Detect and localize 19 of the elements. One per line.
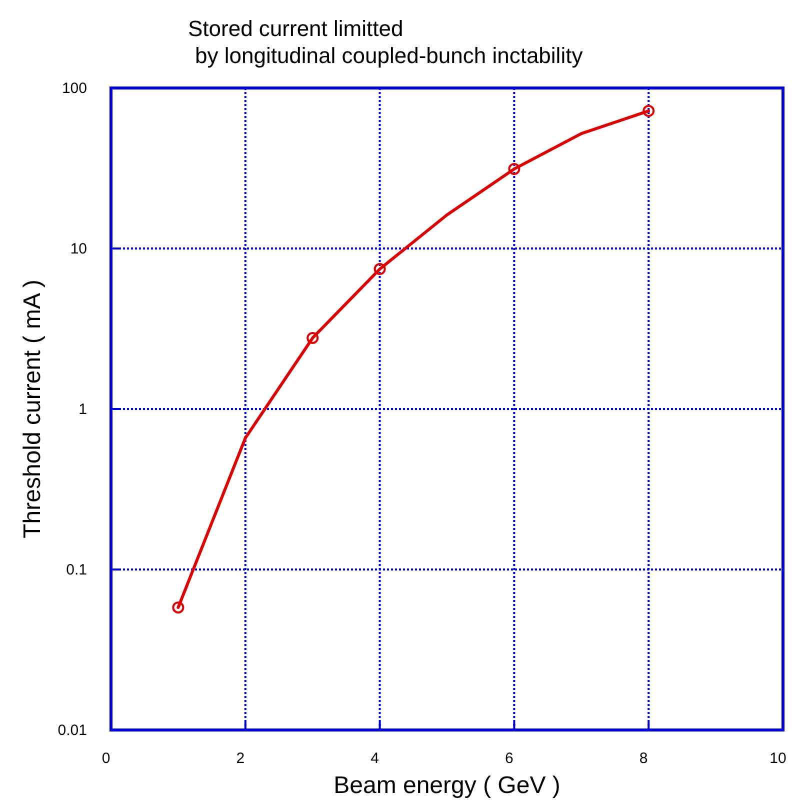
y-axis-title: Threshold current ( mA ) [19,280,46,538]
point [374,263,386,276]
x-tick-label: 4 [370,750,379,767]
x-axis-title: Beam energy ( GeV ) [334,772,560,799]
y-tick-label: 1 [78,401,87,418]
chart-title: Stored current limitted by longitudinal coupled-bunch inctability [188,16,583,68]
y-tick-label: 0.1 [66,562,87,578]
point [508,162,520,175]
x-tick-label: 2 [236,750,245,767]
x-tick-label: 10 [770,750,786,767]
point [172,601,184,614]
x-tick-label: 0 [102,750,110,767]
point [642,104,655,117]
x-tick-label: 6 [505,750,514,767]
y-tick-label: 0.01 [58,722,87,739]
point [306,332,319,344]
y-tick-label: 10 [70,240,87,258]
y-tick-label: 100 [62,80,87,97]
x-tick-label: 8 [639,750,648,767]
